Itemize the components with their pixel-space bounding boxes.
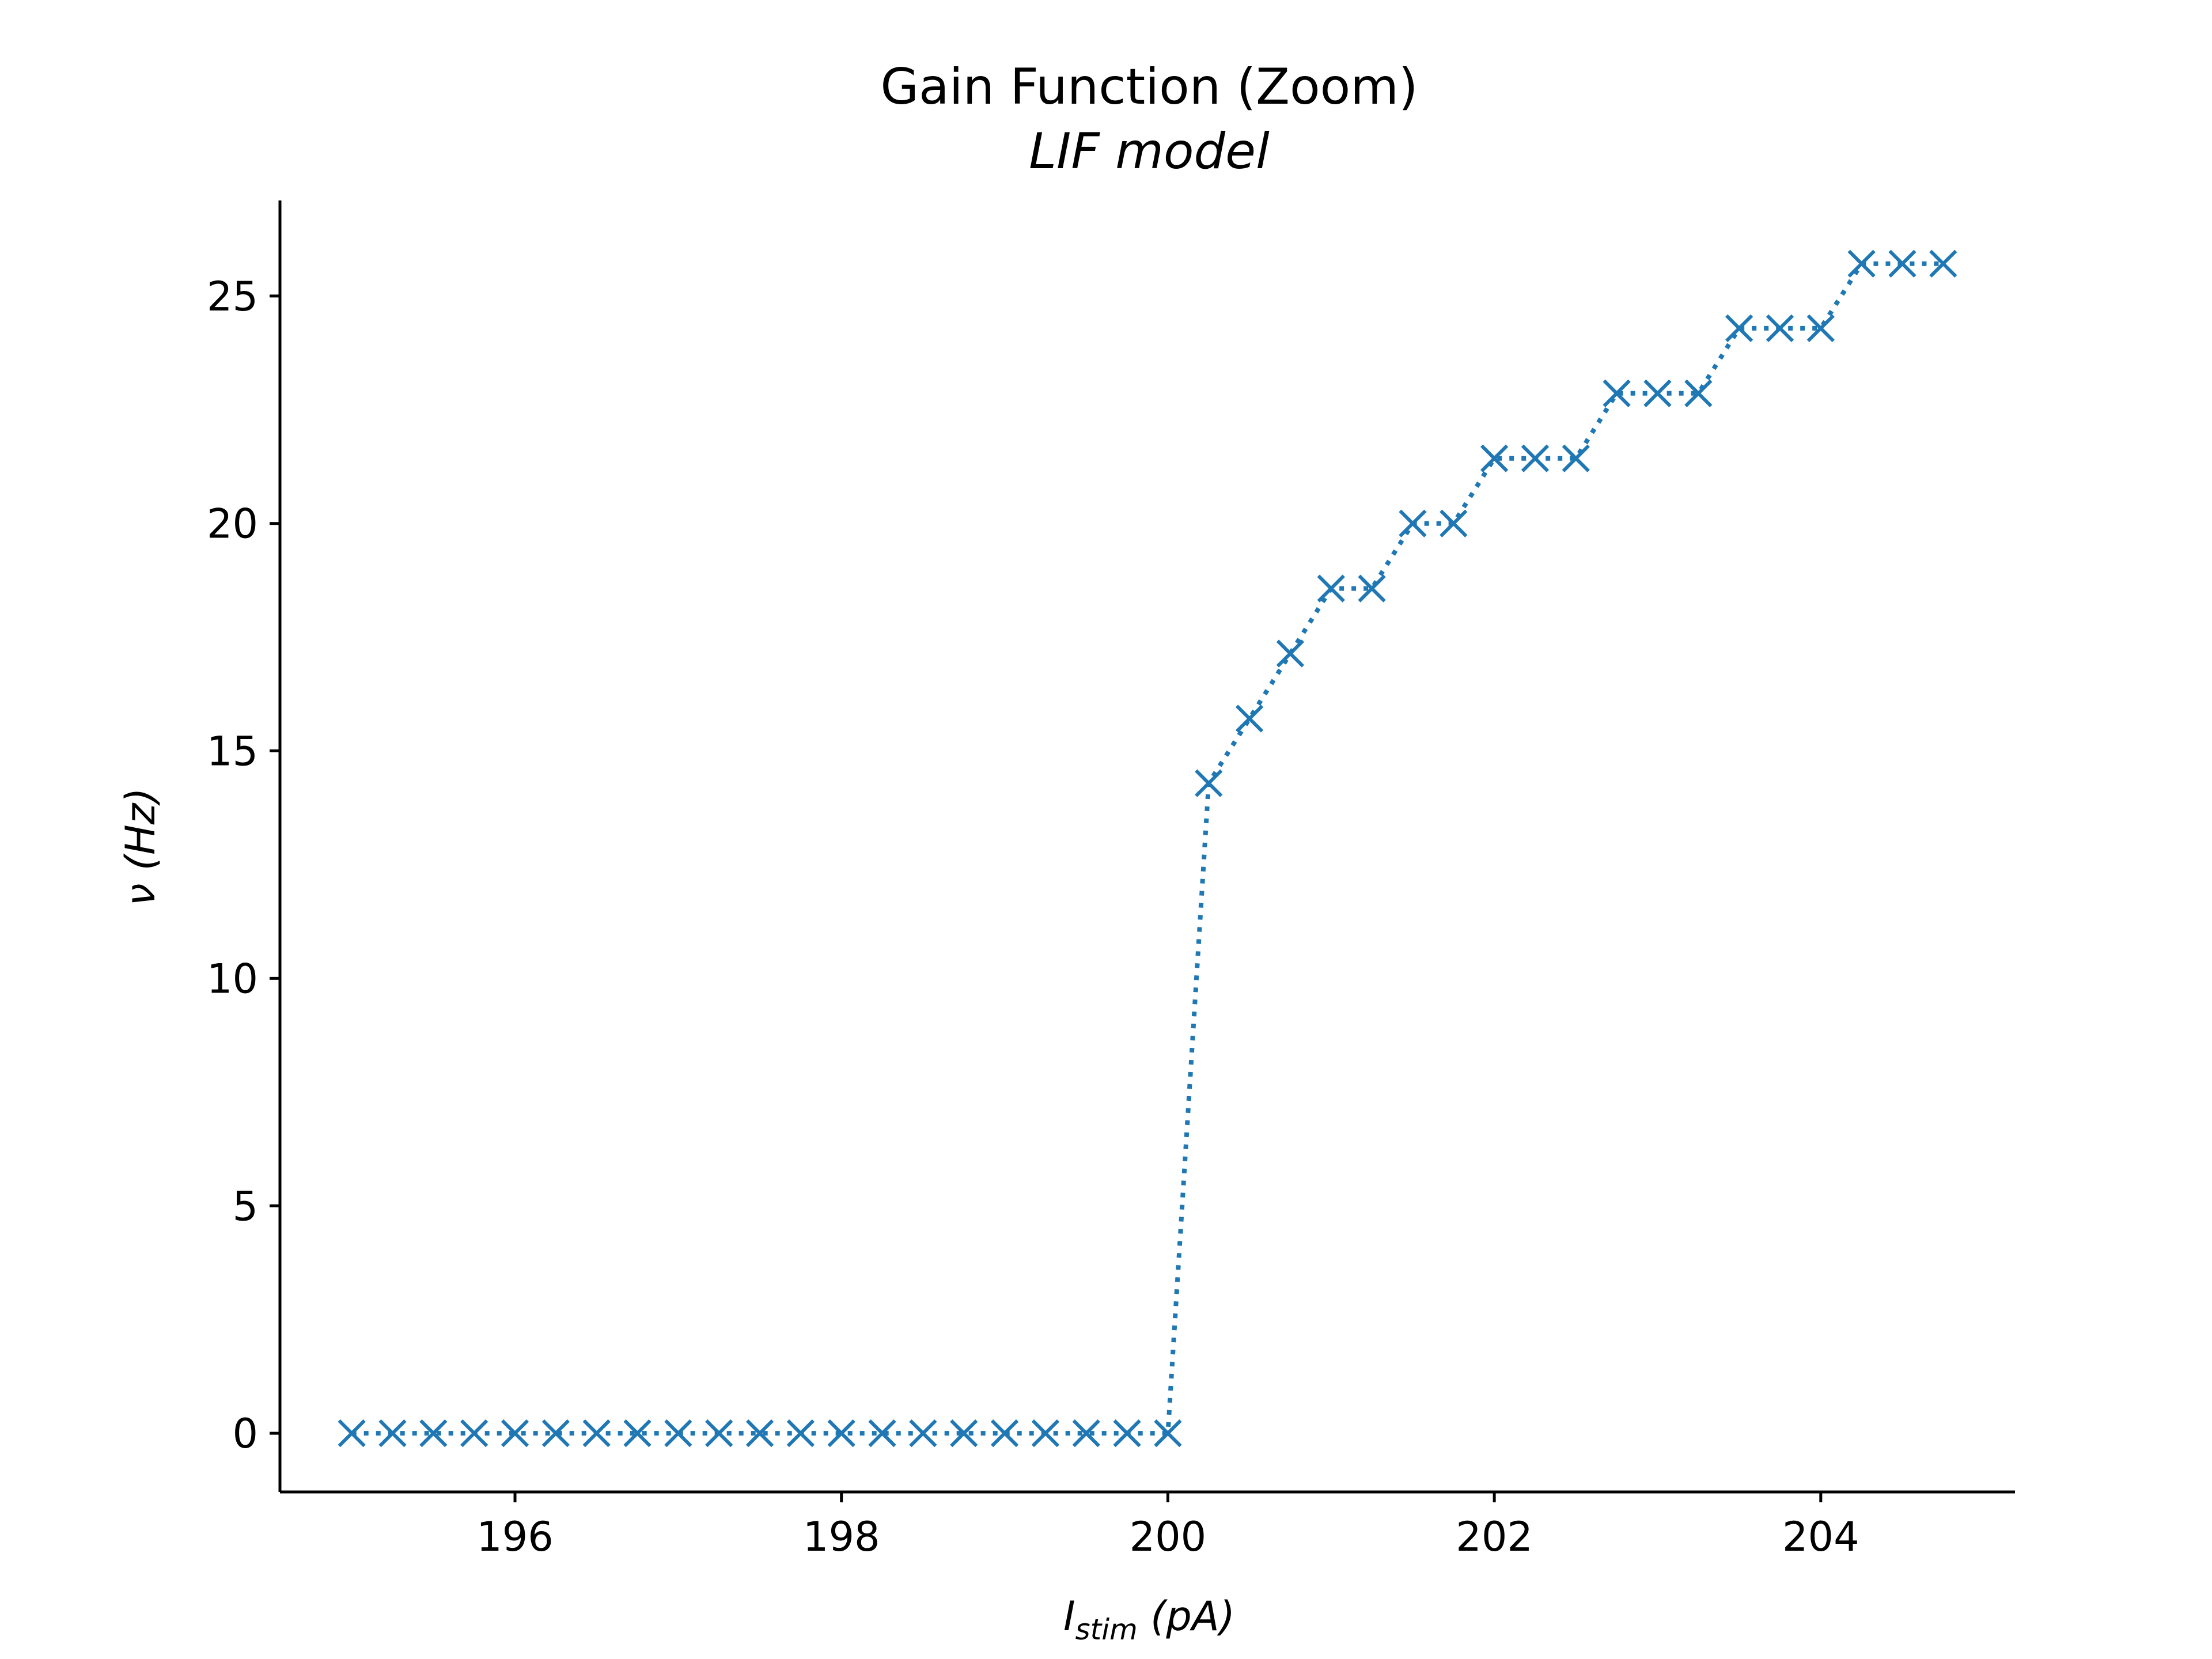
x-axis-ticks: 196 198 200 202 204 xyxy=(476,1492,1859,1560)
y-tick-label: 5 xyxy=(232,1183,258,1230)
data-point-marker xyxy=(1563,446,1589,471)
x-axis-label: Istim (pA) xyxy=(1063,1593,1235,1646)
data-point-marker xyxy=(1726,316,1752,341)
y-axis-ticks: 0 5 10 15 20 25 xyxy=(207,273,280,1457)
data-point-marker xyxy=(747,1421,772,1446)
data-point-marker xyxy=(1441,511,1466,536)
x-tick-label: 200 xyxy=(1130,1513,1207,1560)
x-axis-label-base: I xyxy=(1063,1593,1075,1640)
chart-subtitle: LIF model xyxy=(1029,123,1270,180)
chart-title: Gain Function (Zoom) xyxy=(880,58,1418,116)
data-point-marker xyxy=(1482,446,1507,471)
data-point-marker xyxy=(1359,576,1385,601)
data-point-marker xyxy=(461,1421,487,1446)
x-tick-label: 204 xyxy=(1782,1513,1859,1560)
data-point-marker xyxy=(910,1421,935,1446)
x-tick-label: 196 xyxy=(476,1513,554,1560)
y-tick-label: 10 xyxy=(207,955,258,1002)
plot-area xyxy=(339,251,1956,1446)
data-point-marker xyxy=(1278,641,1303,666)
data-point-marker xyxy=(1604,381,1630,406)
data-point-marker xyxy=(1074,1421,1099,1446)
y-axis-label: ν (Hz) xyxy=(117,787,164,906)
data-point-marker xyxy=(339,1421,365,1446)
data-point-marker xyxy=(1522,446,1548,471)
data-point-marker xyxy=(584,1421,609,1446)
y-tick-label: 15 xyxy=(207,728,258,775)
data-point-marker xyxy=(1645,381,1670,406)
x-axis-label-subscript: stim xyxy=(1075,1613,1138,1646)
x-tick-label: 198 xyxy=(803,1513,880,1560)
data-point-marker xyxy=(1237,706,1262,731)
x-tick-label: 202 xyxy=(1456,1513,1533,1560)
y-tick-label: 20 xyxy=(207,501,258,548)
data-point-marker xyxy=(1808,316,1834,341)
y-tick-label: 0 xyxy=(232,1410,258,1457)
data-point-marker xyxy=(1400,511,1425,536)
data-point-marker xyxy=(1685,381,1711,406)
x-axis-label-suffix: (pA) xyxy=(1138,1593,1235,1640)
y-tick-label: 25 xyxy=(207,273,258,320)
series-line xyxy=(352,264,1944,1433)
data-point-marker xyxy=(1196,771,1221,796)
data-point-marker xyxy=(1849,251,1874,276)
